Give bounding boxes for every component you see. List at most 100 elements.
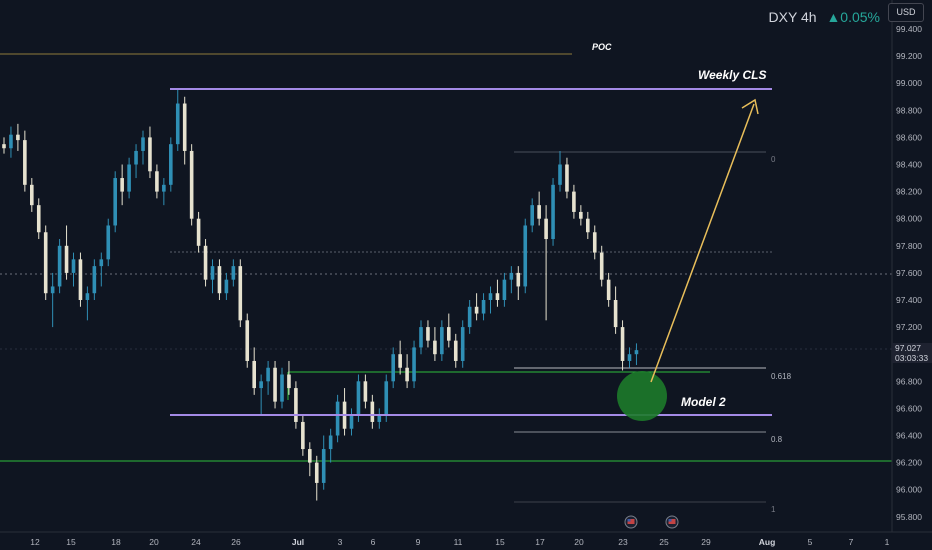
price-axis-tick: 97.800 <box>896 241 922 251</box>
candle-body <box>460 327 465 361</box>
candle-body <box>162 184 166 192</box>
candle-body <box>308 449 312 463</box>
candle-body <box>148 137 152 172</box>
currency-button[interactable]: USD <box>888 3 924 22</box>
up-arrow-icon: ▲ <box>826 9 841 25</box>
symbol-name: DXY <box>768 9 798 25</box>
price-change: ▲0.05% <box>826 9 880 25</box>
candle-body <box>196 218 201 246</box>
projection-arrow-line <box>650 103 755 383</box>
candle-body <box>565 164 569 192</box>
time-axis-tick: 5 <box>808 537 813 547</box>
candle-body <box>36 205 41 233</box>
bar-countdown: 03:03:33 <box>895 352 929 363</box>
time-axis-tick: 18 <box>111 537 121 547</box>
candle-body <box>113 178 117 226</box>
price-axis-tick: 99.400 <box>896 24 922 34</box>
candle-body <box>106 225 111 260</box>
candle-body <box>287 374 291 389</box>
candle-body <box>391 354 395 382</box>
us-flag-event-icon <box>668 519 672 522</box>
price-axis-tick: 99.000 <box>896 78 922 88</box>
candle-body <box>447 327 451 341</box>
price-axis-tick: 97.200 <box>896 322 922 332</box>
candle-body <box>92 266 97 294</box>
candle-body <box>530 205 534 226</box>
candle-body <box>23 140 27 185</box>
candle-body <box>273 367 277 402</box>
arrow-head-icon <box>741 98 759 115</box>
candle-body <box>175 103 180 145</box>
candle-body <box>599 252 604 280</box>
price-axis-tick: 96.800 <box>896 376 922 386</box>
candle-body <box>99 259 104 267</box>
candle-body <box>85 293 90 300</box>
candle-body <box>481 300 486 314</box>
symbol-interval: 4h <box>800 9 817 25</box>
candle-body <box>634 350 639 355</box>
fib-label-1: 1 <box>771 505 776 514</box>
candle-body <box>238 266 243 321</box>
time-axis-tick: 20 <box>574 537 584 547</box>
weekly-cls-label: Weekly CLS <box>698 68 766 82</box>
candle-body <box>301 421 305 450</box>
candle-body <box>210 266 215 280</box>
candle-body <box>217 266 222 294</box>
candle-body <box>370 401 375 422</box>
price-axis-tick: 98.800 <box>896 105 922 115</box>
candle-body <box>474 306 479 314</box>
time-axis-tick: 25 <box>659 537 669 547</box>
price-axis-tick: 98.400 <box>896 160 922 170</box>
candle-body <box>134 150 138 165</box>
candle-body <box>488 293 493 300</box>
candle-body <box>509 272 514 280</box>
candle-body <box>321 449 326 483</box>
candle-body <box>141 137 145 151</box>
price-axis-tick: 97.600 <box>896 268 922 278</box>
candle-body <box>57 245 62 287</box>
candle-body <box>43 232 48 294</box>
us-flag-event-icon <box>668 519 676 524</box>
time-axis-tick: 26 <box>231 537 241 547</box>
candle-body <box>328 435 333 450</box>
time-axis-tick: 23 <box>618 537 628 547</box>
fib-label-08: 0.8 <box>771 435 783 444</box>
time-axis-tick: 7 <box>849 537 854 547</box>
target-zone-circle <box>617 371 667 421</box>
price-axis-tick: 97.400 <box>896 295 922 305</box>
price-axis-tick: 98.600 <box>896 132 922 142</box>
price-axis-tick: 95.800 <box>896 512 922 522</box>
candle-body <box>169 144 173 185</box>
candle-body <box>523 225 528 287</box>
price-axis-tick: 96.200 <box>896 458 922 468</box>
price-axis-tick: 96.000 <box>896 485 922 495</box>
candle-body <box>419 327 423 348</box>
current-price: 97.027 <box>895 343 921 353</box>
symbol-header: DXY 4h ▲0.05% <box>769 9 880 25</box>
time-axis-tick: 12 <box>30 537 40 547</box>
candle-body <box>182 103 187 151</box>
time-axis-tick: 20 <box>149 537 159 547</box>
time-axis-tick: 29 <box>701 537 711 547</box>
candle-body <box>377 415 382 422</box>
fib-label-0: 0 <box>771 155 776 164</box>
price-axis-tick: 98.200 <box>896 187 922 197</box>
candle-body <box>613 300 618 328</box>
candle-body <box>363 381 368 402</box>
candle-body <box>537 205 541 219</box>
candle-body <box>398 354 402 368</box>
time-axis-tick: 24 <box>191 537 201 547</box>
change-percent: 0.05% <box>840 9 880 25</box>
candle-body <box>314 462 319 483</box>
time-axis-tick: 15 <box>495 537 505 547</box>
candle-body <box>516 272 521 287</box>
time-axis-tick: 3 <box>338 537 343 547</box>
candle-body <box>127 164 131 192</box>
candle-body <box>266 367 270 382</box>
candle-body <box>627 354 632 361</box>
candle-body <box>433 340 437 355</box>
candle-body <box>280 374 284 402</box>
price-axis-tick: 96.600 <box>896 403 922 413</box>
fib-label-0618: 0.618 <box>771 372 792 381</box>
